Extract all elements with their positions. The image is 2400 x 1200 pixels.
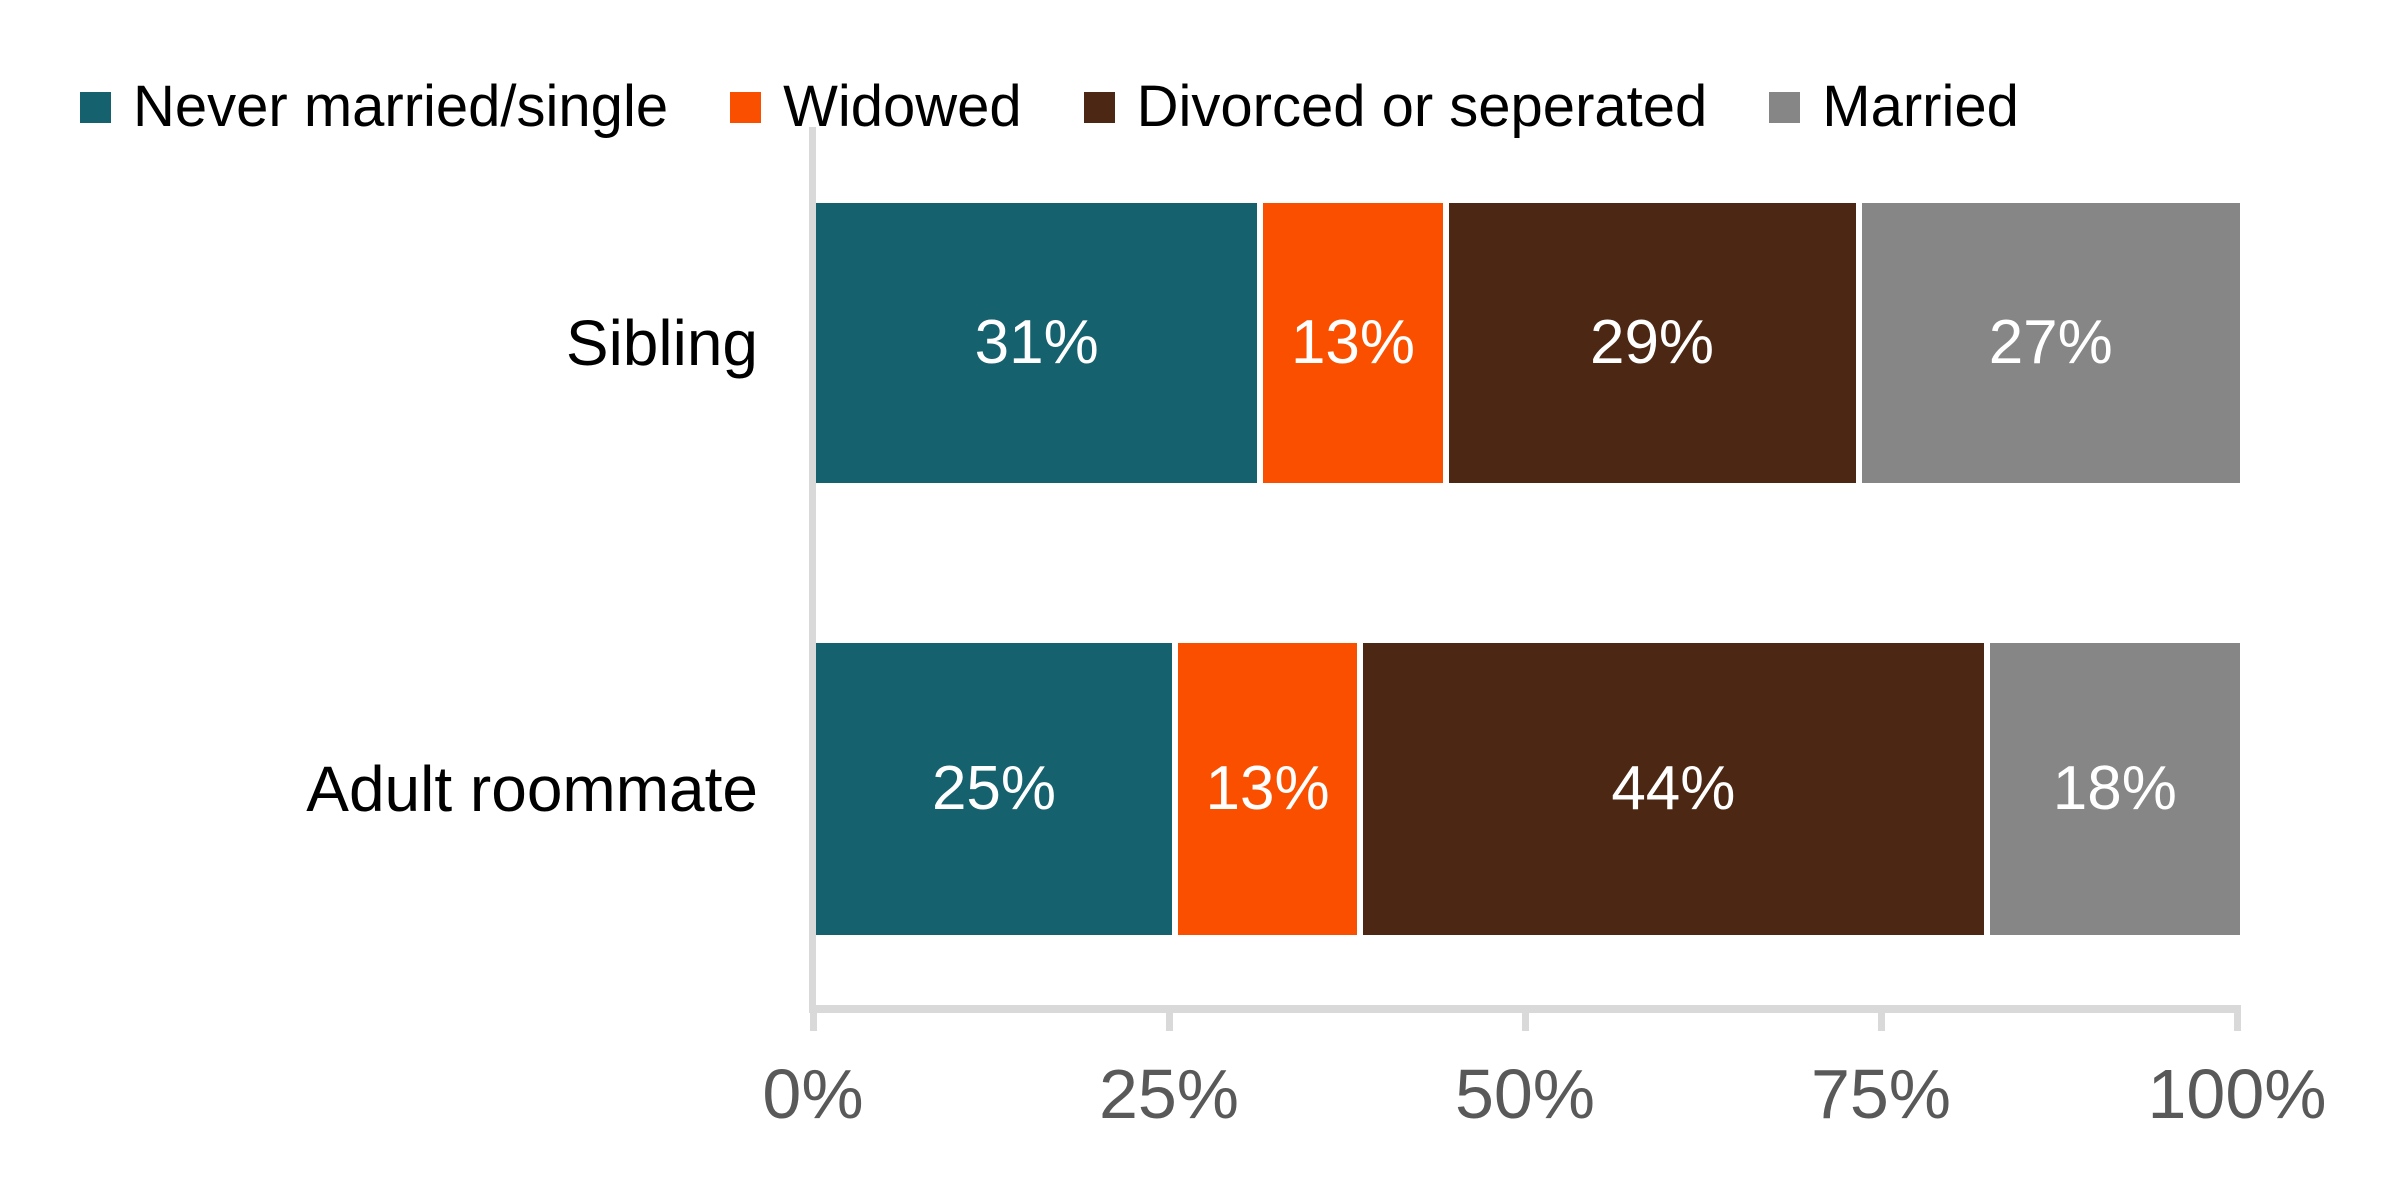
legend-label: Widowed [783,74,1022,139]
y-axis-line [809,127,816,1013]
bar-adult-roommate: 25% 13% 44% 18% [816,643,2240,935]
chart-legend: Never married/single Widowed Divorced or s… [80,78,2019,136]
x-axis-tick-label: 50% [1454,1055,1596,1133]
x-axis-tick-label: 25% [1098,1055,1240,1133]
x-axis-tick [810,1005,817,1031]
legend-label: Never married/single [133,74,669,139]
category-label: Sibling [565,307,758,379]
bar-segment: 44% [1357,643,1984,935]
bar-segment-value: 27% [1988,308,2113,377]
bar-segment-value: 29% [1589,308,1715,377]
bar-sibling: 31% 13% 29% 27% [816,203,2240,483]
legend-item-3: Divorced or seperated [1083,74,1708,139]
category-label: Adult roommate [306,753,758,825]
x-axis-tick [2234,1005,2241,1031]
bar-segment-value: 13% [1290,308,1416,377]
bar-segment-value: 13% [1205,754,1330,823]
bar-segment-value: 18% [2052,754,2177,823]
legend-label: Divorced or seperated [1136,74,1708,139]
bar-segment: 31% [816,203,1258,483]
bar-segment: 18% [1983,643,2240,935]
x-axis-tick-label: 75% [1810,1055,1952,1133]
x-axis-tick [1166,1005,1173,1031]
legend-swatch-icon [730,91,762,123]
bar-segment: 27% [1855,203,2240,483]
legend-label: Married [1822,74,2019,139]
x-axis-tick-label: 0% [762,1055,864,1133]
bar-segment-value: 44% [1611,754,1736,823]
legend-swatch-icon [80,91,111,123]
legend-item-1: Never married/single [80,78,668,136]
legend-swatch-icon [1769,91,1801,123]
x-axis-tick [1878,1005,1885,1031]
bar-segment: 25% [816,643,1172,935]
legend-swatch-icon [1083,91,1115,123]
x-axis-tick [1522,1005,1529,1031]
legend-item-4: Married [1769,78,2019,136]
bar-segment: 13% [1172,643,1358,935]
bar-segment-value: 31% [974,308,1099,377]
legend-item-2: Widowed [730,78,1022,136]
x-axis-tick-label: 100% [2147,1055,2327,1133]
bar-segment: 29% [1442,203,1856,483]
bar-segment-value: 25% [931,754,1057,823]
bar-segment: 13% [1257,203,1443,483]
